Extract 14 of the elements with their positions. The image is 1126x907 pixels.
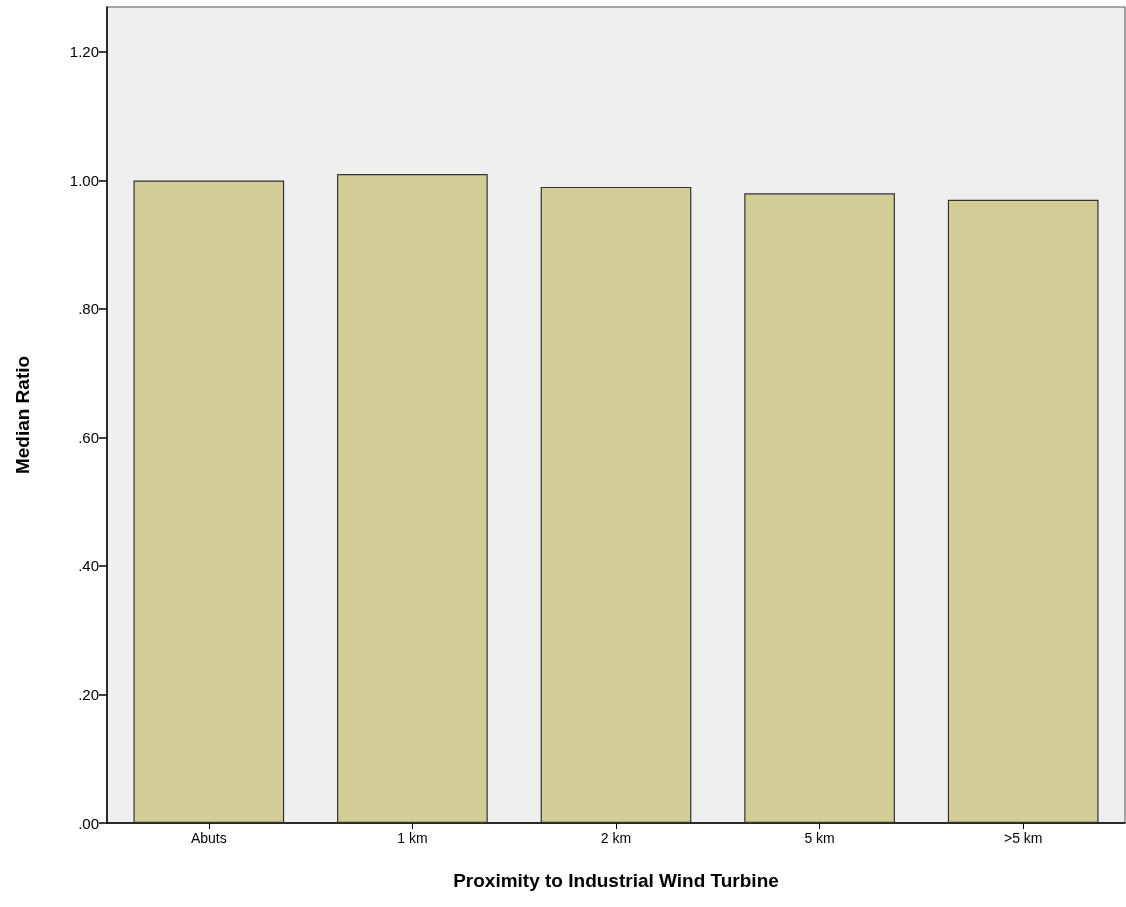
x-tick-label: 1 km xyxy=(397,830,428,846)
y-tick-label: 1.00 xyxy=(69,171,99,189)
y-tick-label: .60 xyxy=(78,428,99,446)
y-tick-label: .20 xyxy=(78,686,99,703)
x-axis-title: Proximity to Industrial Wind Turbine xyxy=(453,870,779,891)
x-tick-label: Abuts xyxy=(190,830,227,846)
x-tick-label: 5 km xyxy=(804,830,835,846)
y-tick-label: 1.20 xyxy=(69,43,99,61)
y-tick-label: .80 xyxy=(78,300,99,318)
x-tick-label: 2 km xyxy=(600,830,632,846)
x-tick-label: >5 km xyxy=(1003,830,1043,846)
y-tick-label: .40 xyxy=(78,557,99,575)
y-tick-label: .00 xyxy=(78,814,99,832)
y-axis-title: Median Ratio xyxy=(12,355,33,475)
